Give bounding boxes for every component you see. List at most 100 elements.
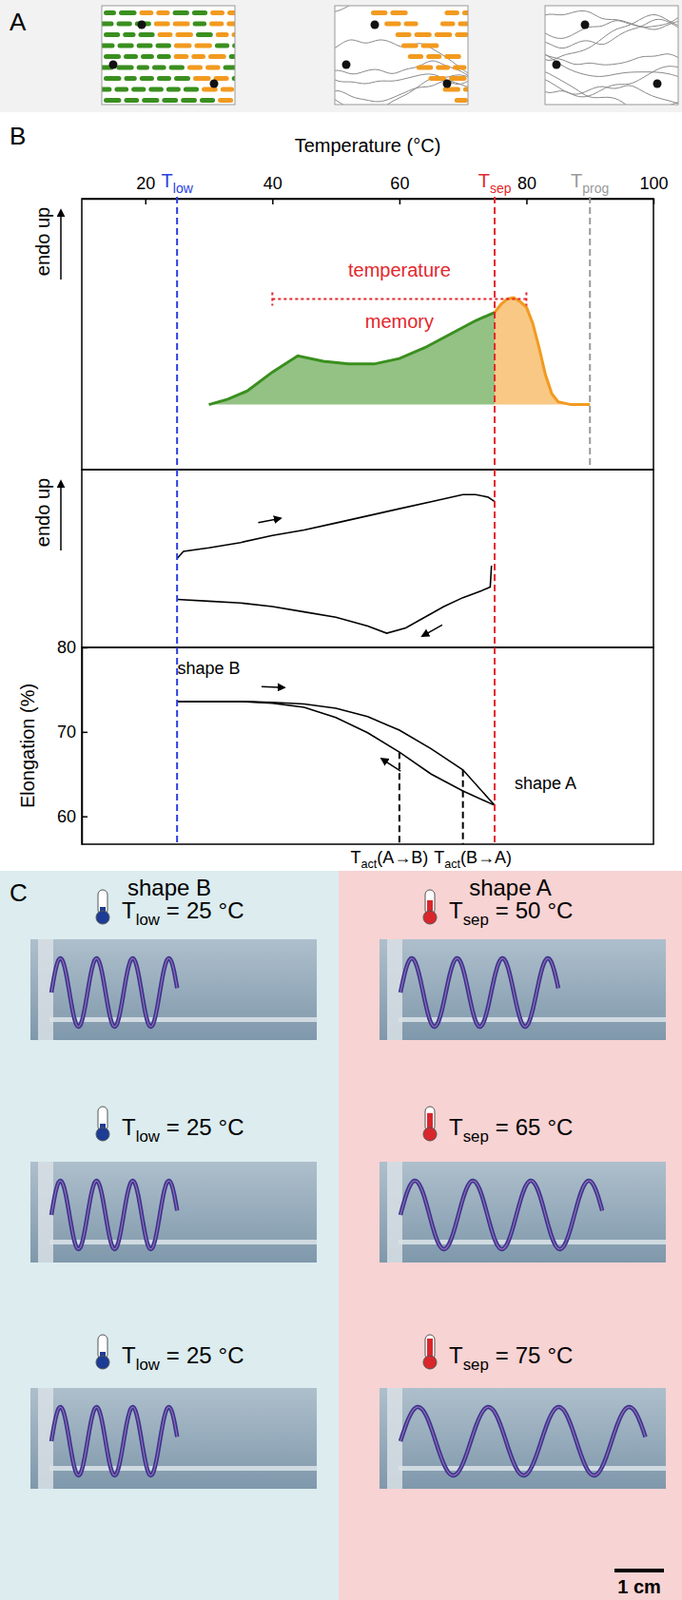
condition-label-part: low [136,1356,161,1375]
reference-label-part: act [444,857,461,872]
photo-background [30,1388,317,1490]
column-title: shape B [127,875,212,901]
crystal-rod [187,65,203,71]
condition-label-part: T [448,897,464,924]
crystal-rod [174,76,191,81]
condition-label-part: = [495,1114,509,1141]
condition-label-part: T [448,1343,464,1369]
photo-background [30,939,317,1041]
crystal-rod [454,97,468,103]
crystal-rod [103,10,117,16]
area [209,312,496,406]
crystal-rod [138,32,156,38]
thermometer-level [427,1113,433,1131]
condition-label-part: °C [546,897,573,924]
crystal-rod [173,10,190,16]
crystal-rod [161,97,178,103]
crystal-rod [205,65,221,71]
crystal-rod [136,65,150,71]
thermometer-level [427,1339,433,1359]
condition-label-part: = [166,1343,180,1369]
panel-a [0,0,682,116]
crystal-rod [194,43,212,49]
tick: 70 [57,722,88,742]
crystal-rod [117,43,135,49]
crystal-rod [416,65,433,71]
crystal-rod [122,32,136,38]
tick: 80 [517,174,537,205]
reference-label-part: act [360,857,377,872]
panel-background [0,0,682,113]
crystal-rod [440,21,456,27]
axis-title: endo up [32,207,54,276]
line [494,297,590,406]
condition-label: Tlow=25°C [121,1114,245,1147]
crystal-rod [195,32,214,38]
reference-label-part: prog [582,180,609,196]
crystal-rod [444,54,462,59]
condition-label-part: °C [218,1114,245,1141]
reference-line [493,196,496,470]
tick-mark [81,732,88,735]
axis-arrow [59,481,62,551]
crystal-rod [103,32,120,38]
spring [400,1181,603,1250]
reference-label: Tlow [161,170,195,196]
axis-line [81,648,84,846]
thermometer [96,1107,110,1142]
crystal-rod [131,87,146,93]
crystal-rod [101,21,115,27]
condition-label-part: °C [546,1114,573,1141]
annotation: memory [365,311,434,332]
tick-label: 70 [57,722,77,742]
frame [81,198,654,470]
chain [545,66,679,98]
reference-label: Tprog [570,170,609,196]
crystal-rod [175,32,194,38]
thermometer-bulb [423,911,437,925]
condition-label-part: low [136,911,161,930]
condition-label: Tlow=25°C [121,1343,245,1375]
crystal-rod [136,43,154,49]
panel-letter: A [9,7,27,37]
tick-label: 60 [57,807,77,827]
schematic-border [334,5,468,105]
line [176,494,495,559]
schematic-border [101,5,235,105]
photo-background [379,1388,666,1490]
crystal-rod [408,54,424,59]
annotation: shape B [177,659,241,679]
thermometer-bulb [96,911,110,925]
condition-label-part: = [166,897,180,924]
crystal-rod [103,97,121,103]
bracket-line [272,292,527,306]
crystal-rod [389,10,408,16]
reference-label-part: (A→B) [376,848,429,868]
condition-label-part: 25 [186,1343,213,1369]
crystal-rod [232,32,235,38]
crystal-rod [428,76,447,81]
tick-label: 80 [517,174,537,194]
netpoint [109,60,118,70]
crystal-rod [166,87,181,93]
crystal-rod [123,76,137,81]
thermometer-bulb [423,1356,437,1370]
thermometer-bulb [96,1356,110,1370]
plot-area [209,297,591,406]
crystal-rod [226,21,235,27]
bracket [272,292,527,306]
photo [30,1388,317,1490]
column-title: shape A [468,875,552,901]
spring [400,1407,646,1477]
spring-highlight [400,1407,646,1477]
photo [379,939,666,1041]
crystal-rod [123,54,138,59]
thermometer [423,1107,437,1142]
crystal-rod [148,87,164,93]
condition-label-part: 75 [515,1343,542,1369]
crystal-rod [123,97,139,103]
direction-arrow [422,624,443,637]
crystal-rod [103,54,121,59]
crystal-rod [209,21,224,27]
scale-bar-label: 1 cm [617,1577,662,1598]
